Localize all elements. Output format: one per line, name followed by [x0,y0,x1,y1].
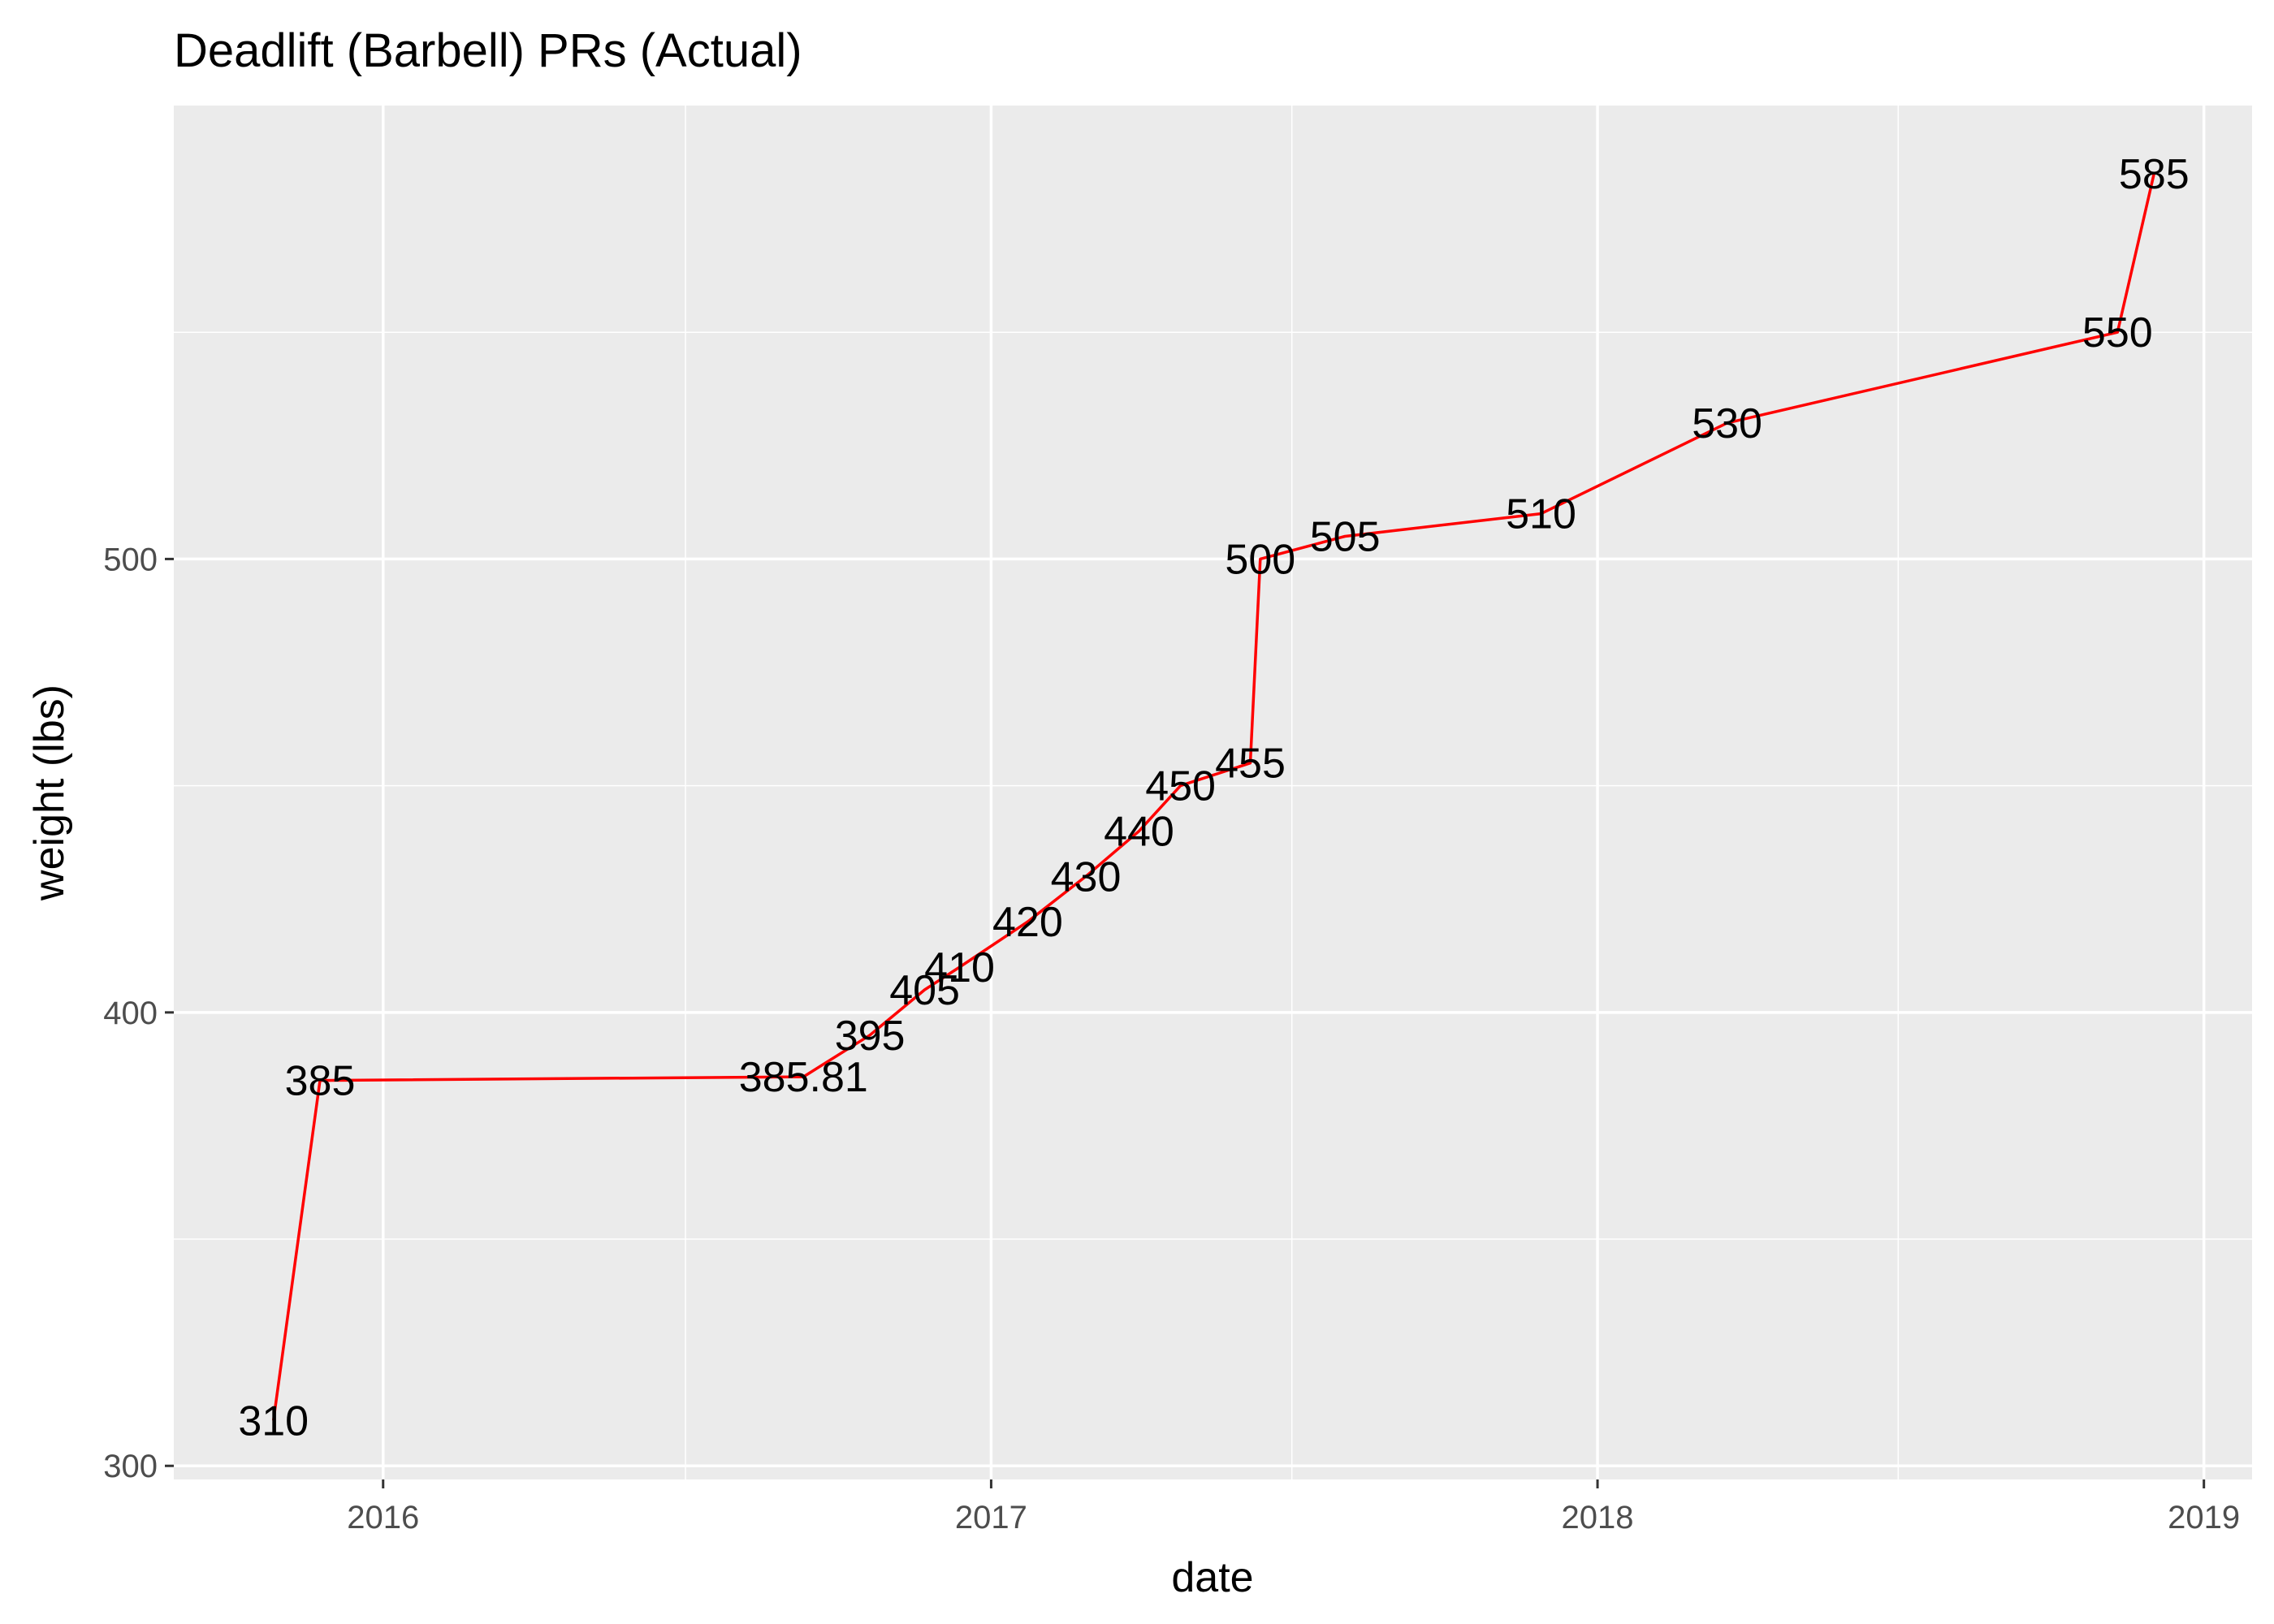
data-label: 550 [2082,309,2153,356]
data-label: 395 [835,1013,906,1060]
data-label: 385 [285,1058,356,1105]
data-label: 385.81 [739,1054,868,1101]
plot-panel [174,106,2252,1479]
data-label: 530 [1692,400,1762,447]
data-label: 450 [1145,763,1216,810]
data-label: 405 [889,967,960,1014]
series-line [271,173,2156,1421]
axes: 300 400 500 2016 2017 2018 2019 [103,542,2240,1535]
data-label: 585 [2119,151,2190,198]
data-label: 500 [1225,536,1295,583]
chart-title: Deadlift (Barbell) PRs (Actual) [174,24,802,77]
x-tick-label: 2017 [955,1500,1027,1535]
y-tick-label: 300 [103,1449,158,1484]
x-tick-label: 2016 [347,1500,419,1535]
data-label: 455 [1215,741,1286,788]
data-label: 420 [992,899,1063,946]
data-label: 430 [1051,853,1122,901]
data-label: 510 [1506,491,1576,538]
x-axis-title: date [1171,1554,1253,1601]
y-axis-title: weight (lbs) [26,685,73,901]
y-tick-label: 500 [103,542,158,577]
data-label: 440 [1104,808,1174,855]
grid-lines [174,106,2252,1479]
x-tick-label: 2019 [2168,1500,2240,1535]
data-label: 505 [1310,513,1381,560]
data-label: 310 [238,1397,309,1445]
data-label: 410 [924,944,995,991]
x-tick-label: 2018 [1562,1500,1634,1535]
y-tick-label: 400 [103,996,158,1031]
data-series [271,173,2156,1421]
